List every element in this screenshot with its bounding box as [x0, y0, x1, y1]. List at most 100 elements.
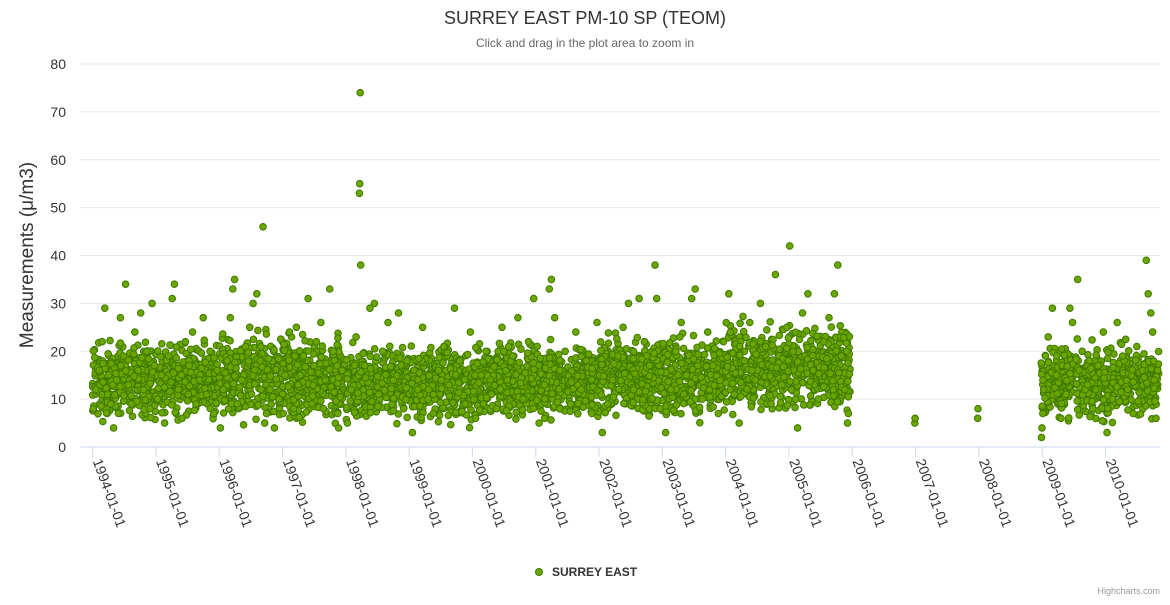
data-point[interactable] [471, 414, 480, 423]
data-point[interactable] [182, 349, 190, 358]
data-point[interactable] [739, 312, 747, 321]
data-point[interactable] [1134, 397, 1142, 406]
data-point[interactable] [1133, 342, 1141, 351]
data-point[interactable] [310, 362, 318, 370]
data-point[interactable] [350, 361, 359, 370]
data-point[interactable] [389, 406, 398, 415]
data-point[interactable] [490, 362, 498, 371]
data-point[interactable] [244, 348, 253, 357]
data-point[interactable] [697, 373, 706, 382]
data-point[interactable] [729, 349, 737, 358]
data-point[interactable] [264, 354, 273, 363]
data-point[interactable] [202, 390, 211, 399]
data-point[interactable] [188, 328, 197, 336]
data-point[interactable] [186, 345, 195, 354]
data-point[interactable] [378, 347, 387, 356]
data-point[interactable] [325, 365, 334, 374]
data-point[interactable] [334, 424, 343, 432]
data-point[interactable] [134, 366, 142, 375]
data-point[interactable] [535, 419, 543, 427]
data-point[interactable] [529, 294, 538, 303]
data-point[interactable] [452, 371, 460, 379]
data-point[interactable] [693, 343, 701, 352]
data-point[interactable] [512, 415, 520, 423]
data-point[interactable] [609, 393, 618, 401]
data-point[interactable] [429, 409, 438, 418]
data-point[interactable] [747, 403, 756, 411]
data-point[interactable] [1057, 399, 1066, 408]
data-point[interactable] [656, 404, 665, 413]
data-point[interactable] [1054, 379, 1063, 387]
data-point[interactable] [107, 359, 116, 368]
data-point[interactable] [679, 344, 688, 353]
data-point[interactable] [325, 285, 334, 293]
data-point[interactable] [116, 383, 124, 391]
data-point[interactable] [498, 323, 506, 332]
data-point[interactable] [556, 356, 564, 365]
data-point[interactable] [677, 318, 686, 327]
data-point[interactable] [465, 423, 474, 432]
data-point[interactable] [355, 189, 364, 198]
data-point[interactable] [136, 309, 145, 317]
data-point[interactable] [752, 350, 761, 359]
credits-link[interactable]: Highcharts.com [1097, 586, 1160, 596]
data-point[interactable] [546, 335, 555, 344]
data-point[interactable] [1148, 328, 1157, 336]
data-point[interactable] [294, 381, 303, 389]
data-point[interactable] [689, 331, 698, 340]
data-point[interactable] [289, 404, 298, 413]
data-point[interactable] [722, 379, 730, 387]
data-point[interactable] [104, 350, 112, 358]
data-point[interactable] [639, 395, 647, 404]
data-point[interactable] [791, 328, 800, 337]
data-point[interactable] [1039, 409, 1047, 418]
data-point[interactable] [719, 337, 728, 346]
data-point[interactable] [458, 407, 466, 416]
data-point[interactable] [519, 395, 527, 403]
data-point[interactable] [466, 328, 475, 336]
data-point[interactable] [181, 337, 190, 346]
data-point[interactable] [352, 333, 360, 341]
data-point[interactable] [779, 362, 788, 371]
data-point[interactable] [399, 404, 408, 413]
data-point[interactable] [418, 323, 427, 332]
data-point[interactable] [843, 419, 852, 427]
data-point[interactable] [1068, 318, 1077, 327]
data-point[interactable] [694, 350, 702, 359]
data-point[interactable] [826, 369, 835, 378]
data-point[interactable] [1041, 352, 1050, 360]
data-point[interactable] [366, 352, 375, 361]
data-point[interactable] [615, 385, 623, 394]
data-point[interactable] [403, 357, 411, 365]
data-point[interactable] [104, 371, 113, 379]
data-point[interactable] [1138, 366, 1146, 375]
data-point[interactable] [1094, 361, 1102, 370]
data-point[interactable] [1037, 359, 1045, 367]
data-point[interactable] [545, 285, 554, 293]
data-point[interactable] [302, 408, 311, 416]
data-point[interactable] [445, 381, 453, 389]
data-point[interactable] [775, 331, 784, 340]
data-point[interactable] [829, 376, 837, 385]
data-point[interactable] [749, 340, 757, 348]
data-point[interactable] [148, 368, 157, 376]
data-point[interactable] [603, 400, 612, 408]
data-point[interactable] [219, 409, 228, 417]
data-point[interactable] [229, 379, 238, 388]
data-point[interactable] [731, 369, 740, 377]
data-point[interactable] [370, 345, 379, 353]
data-point[interactable] [1104, 404, 1112, 413]
data-point[interactable] [424, 395, 432, 403]
data-point[interactable] [342, 403, 351, 412]
data-point[interactable] [725, 290, 733, 298]
data-point[interactable] [588, 401, 596, 409]
data-point[interactable] [685, 351, 693, 360]
data-point[interactable] [259, 392, 267, 401]
data-point[interactable] [771, 270, 780, 279]
data-point[interactable] [174, 385, 183, 394]
data-point[interactable] [572, 328, 580, 336]
data-point[interactable] [652, 294, 661, 303]
data-point[interactable] [527, 374, 536, 383]
data-point[interactable] [547, 275, 556, 284]
data-point[interactable] [408, 428, 417, 437]
